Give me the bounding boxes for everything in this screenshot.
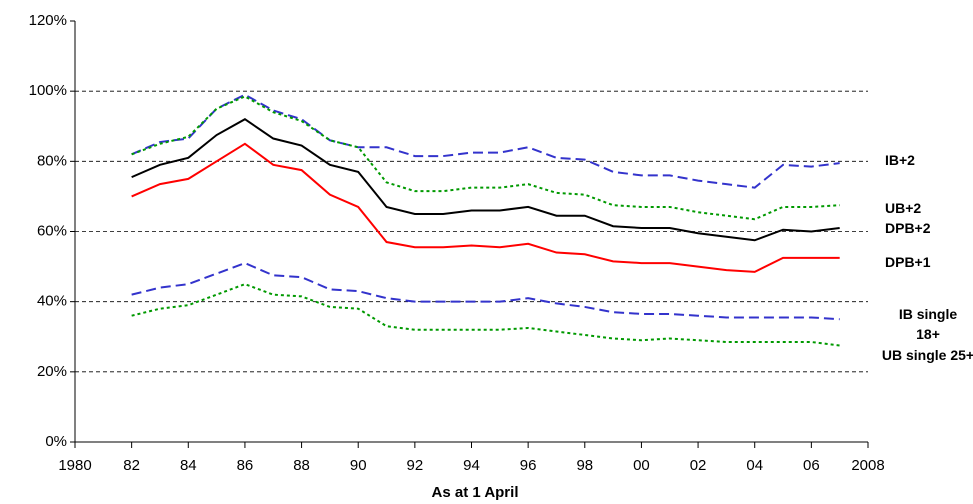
x-tick-label: 2008 xyxy=(851,457,884,474)
x-tick-label: 02 xyxy=(690,457,707,474)
y-tick-label: 40% xyxy=(37,293,67,310)
x-tick-label: 84 xyxy=(180,457,197,474)
y-tick-label: 0% xyxy=(45,433,67,450)
y-tick-label: 100% xyxy=(29,82,67,99)
x-tick-label: 82 xyxy=(123,457,140,474)
x-tick-label: 96 xyxy=(520,457,537,474)
x-tick-label: 90 xyxy=(350,457,367,474)
series-line xyxy=(131,142,840,273)
x-tick-label: 86 xyxy=(237,457,254,474)
x-tick-label: 04 xyxy=(746,457,763,474)
x-tick-label: 98 xyxy=(576,457,593,474)
x-axis-title: As at 1 April xyxy=(432,484,519,501)
series-line xyxy=(131,283,840,347)
y-tick-label: 20% xyxy=(37,363,67,380)
x-tick-label: 92 xyxy=(407,457,424,474)
series-line xyxy=(131,95,840,221)
x-tick-label: 1980 xyxy=(58,457,91,474)
series-line xyxy=(131,261,840,321)
series-label: IB+2 xyxy=(885,152,915,168)
series-line xyxy=(131,93,840,189)
y-tick-label: 60% xyxy=(37,222,67,239)
x-tick-label: 00 xyxy=(633,457,650,474)
series-line xyxy=(131,118,840,242)
series-label: UB+2 xyxy=(885,200,922,216)
series-label: UB single 25+ xyxy=(881,347,973,363)
y-tick-label: 120% xyxy=(29,12,67,29)
x-tick-label: 88 xyxy=(293,457,310,474)
y-tick-label: 80% xyxy=(37,152,67,169)
series-label: DPB+1 xyxy=(885,254,931,270)
x-tick-label: 94 xyxy=(463,457,480,474)
x-tick-label: 06 xyxy=(803,457,820,474)
series-label: IB single 18+ xyxy=(898,306,958,342)
series-label: DPB+2 xyxy=(885,220,931,236)
